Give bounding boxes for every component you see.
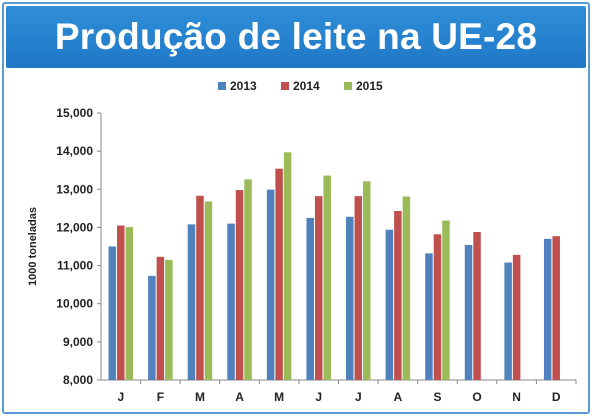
- bar-2014: [433, 234, 442, 380]
- bar-2015: [283, 152, 292, 380]
- bar-2015: [125, 227, 134, 380]
- bar-2014: [512, 254, 521, 380]
- bar-2014: [473, 232, 481, 380]
- y-tick-label: 15,000: [56, 106, 93, 120]
- chart-title: Produção de leite na UE-28: [54, 16, 538, 57]
- bar-2014: [354, 196, 363, 380]
- legend-label-2014: 2014: [293, 79, 320, 93]
- x-category-label: J: [355, 390, 362, 404]
- x-category-label: D: [552, 390, 561, 404]
- legend-swatch-2014: [281, 82, 289, 90]
- x-category-label: N: [512, 390, 521, 404]
- bar-2013: [306, 217, 314, 380]
- bar-2013: [464, 244, 473, 380]
- bar-2015: [363, 181, 371, 380]
- y-tick-label: 11,000: [57, 259, 93, 273]
- bar-2015: [204, 201, 213, 380]
- x-category-label: M: [195, 390, 205, 404]
- x-category-label: S: [433, 390, 441, 404]
- x-category-label: F: [157, 390, 164, 404]
- bar-2014: [314, 196, 323, 380]
- bar-2013: [504, 262, 512, 380]
- x-category-label: A: [235, 390, 244, 404]
- bar-2015: [402, 196, 411, 380]
- bar-2015: [442, 220, 450, 380]
- bar-2015: [165, 259, 173, 380]
- y-tick-label: 14,000: [56, 144, 93, 158]
- legend-label-2013: 2013: [230, 79, 257, 93]
- x-category-label: J: [117, 390, 124, 404]
- chart-frame: [2, 2, 590, 414]
- y-tick-label: 8,000: [63, 373, 93, 387]
- bar-2015: [244, 179, 252, 380]
- bar-2013: [148, 275, 156, 380]
- bar-2014: [117, 225, 125, 380]
- bar-2014: [156, 256, 165, 380]
- x-category-label: J: [315, 390, 322, 404]
- bar-2013: [346, 216, 354, 380]
- bar-2013: [425, 253, 433, 380]
- y-tick-label: 12,000: [56, 220, 93, 234]
- title-bar: Produção de leite na UE-28: [6, 6, 586, 68]
- bar-2015: [323, 175, 331, 380]
- bar-2014: [552, 236, 560, 380]
- bar-2014: [394, 211, 402, 380]
- legend-swatch-2013: [218, 82, 226, 90]
- bar-2013: [543, 238, 552, 380]
- y-axis-title: 1000 toneladas: [27, 207, 39, 286]
- x-category-label: M: [274, 390, 284, 404]
- bar-2014: [196, 195, 204, 380]
- bar-2014: [235, 190, 244, 380]
- x-category-label: O: [472, 390, 481, 404]
- x-category-label: A: [394, 390, 403, 404]
- legend-label-2015: 2015: [356, 79, 383, 93]
- y-tick-label: 9,000: [63, 335, 93, 349]
- y-tick-label: 13,000: [56, 182, 93, 196]
- bar-2013: [187, 224, 196, 380]
- bar-2013: [266, 189, 275, 380]
- legend-swatch-2015: [344, 82, 352, 90]
- bar-2013: [108, 246, 117, 380]
- bar-2014: [275, 168, 283, 380]
- bar-2013: [385, 229, 394, 380]
- y-tick-label: 10,000: [56, 297, 93, 311]
- bar-2013: [227, 223, 235, 380]
